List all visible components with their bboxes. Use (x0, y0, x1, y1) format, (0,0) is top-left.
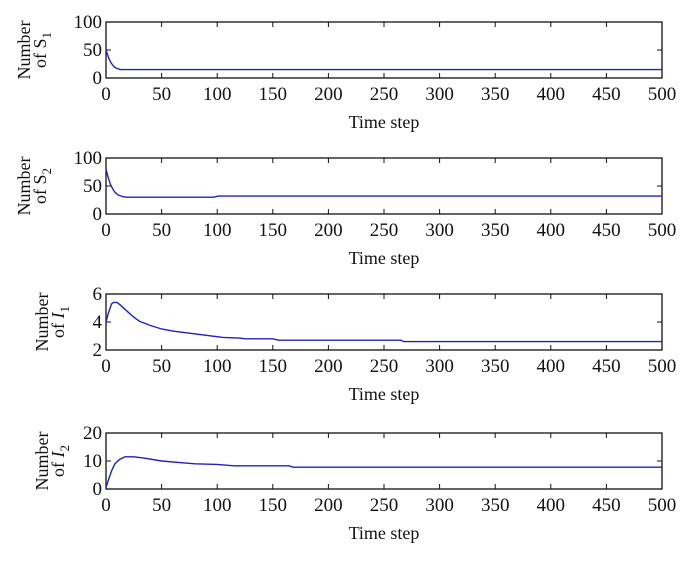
y-axis-label-line2: of S1 (30, 32, 54, 68)
x-tick-label: 450 (592, 495, 621, 516)
y-tick-label: 100 (74, 12, 103, 33)
y-tick-label: 4 (93, 312, 103, 333)
y-label-prefix: of (48, 319, 68, 339)
x-tick-label: 500 (648, 356, 677, 377)
x-tick-label: 150 (259, 220, 288, 241)
x-axis-label: Time step (349, 523, 420, 543)
y-label-variable: I (48, 451, 68, 459)
y-tick-label: 0 (93, 68, 103, 89)
y-label-subscript: 1 (57, 306, 72, 313)
y-tick-label: 6 (93, 284, 103, 305)
x-tick-label: 400 (537, 220, 566, 241)
subplot-4: 0 50 100 150 200 250 300 350 400 450 500 0 10 20 Time … (32, 423, 676, 543)
x-tick-label: 50 (152, 84, 171, 105)
x-tick-label: 150 (259, 84, 288, 105)
x-tick-label: 200 (314, 495, 343, 516)
y-axis-label-line1: Number (32, 293, 52, 352)
x-tick-label: 300 (425, 356, 454, 377)
y-axis-label-line2: of I1 (48, 306, 72, 338)
y-axis-label-line1: Number (32, 432, 52, 491)
x-tick-label: 100 (203, 220, 232, 241)
x-tick-label: 150 (259, 495, 288, 516)
x-tick-label: 0 (101, 220, 111, 241)
x-tick-label: 350 (481, 84, 510, 105)
y-tick-label: 2 (93, 340, 103, 361)
plot-frame (105, 432, 663, 490)
x-tick-label: 250 (370, 356, 399, 377)
subplot-3: 0 50 100 150 200 250 300 350 400 450 500 2 4 6 Time st… (32, 284, 676, 404)
x-axis-label: Time step (349, 112, 420, 132)
x-tick-label: 200 (314, 356, 343, 377)
x-axis-label: Time step (349, 248, 420, 268)
y-label-subscript: 2 (57, 445, 72, 452)
x-tick-label: 500 (648, 84, 677, 105)
y-label-prefix: of (30, 185, 50, 205)
x-tick-label: 200 (314, 220, 343, 241)
x-tick-label: 400 (537, 495, 566, 516)
x-tick-label: 500 (648, 220, 677, 241)
y-tick-label: 10 (83, 451, 102, 472)
y-label-variable: I (48, 312, 68, 320)
x-tick-label: 250 (370, 84, 399, 105)
plot-frame (105, 157, 663, 215)
y-label-prefix: of (30, 49, 50, 69)
x-tick-label: 500 (648, 495, 677, 516)
y-label-prefix: of (48, 458, 68, 478)
series-line (105, 169, 662, 198)
x-tick-label: 0 (101, 495, 111, 516)
x-tick-label: 450 (592, 84, 621, 105)
subplot-1: 0 50 100 150 200 250 300 350 400 450 500 0 50 100 Time… (14, 12, 676, 132)
subplot-2: 0 50 100 150 200 250 300 350 400 450 500 0 50 100 Time… (14, 148, 676, 268)
y-axis-label-line2: of I2 (48, 445, 72, 477)
series-line (105, 49, 662, 71)
x-axis-label: Time step (349, 384, 420, 404)
x-tick-label: 400 (537, 84, 566, 105)
x-tick-label: 300 (425, 84, 454, 105)
series-line (105, 456, 662, 488)
x-tick-label: 300 (425, 220, 454, 241)
series-line (105, 301, 662, 343)
x-tick-label: 100 (203, 84, 232, 105)
y-tick-label: 0 (93, 479, 103, 500)
x-tick-label: 450 (592, 356, 621, 377)
x-tick-label: 150 (259, 356, 288, 377)
y-label-subscript: 2 (39, 168, 54, 175)
y-tick-label: 50 (83, 40, 102, 61)
x-tick-label: 250 (370, 495, 399, 516)
y-tick-label: 100 (74, 148, 103, 169)
x-tick-label: 0 (101, 84, 111, 105)
y-axis-label-line1: Number (14, 157, 34, 216)
y-axis-label-line1: Number (14, 21, 34, 80)
x-tick-label: 50 (152, 356, 171, 377)
x-tick-label: 250 (370, 220, 399, 241)
y-label-variable: S (30, 174, 50, 184)
x-tick-label: 300 (425, 495, 454, 516)
y-label-variable: S (30, 38, 50, 48)
x-tick-label: 400 (537, 356, 566, 377)
x-tick-label: 350 (481, 356, 510, 377)
x-tick-label: 100 (203, 356, 232, 377)
y-tick-label: 50 (83, 176, 102, 197)
x-tick-label: 350 (481, 220, 510, 241)
x-tick-label: 450 (592, 220, 621, 241)
y-tick-label: 20 (83, 423, 102, 444)
x-tick-label: 50 (152, 495, 171, 516)
x-tick-label: 50 (152, 220, 171, 241)
x-tick-label: 0 (101, 356, 111, 377)
y-axis-label-line2: of S2 (30, 168, 54, 204)
y-label-subscript: 1 (39, 32, 54, 39)
x-tick-label: 350 (481, 495, 510, 516)
x-tick-label: 200 (314, 84, 343, 105)
y-tick-label: 0 (93, 204, 103, 225)
x-tick-label: 100 (203, 495, 232, 516)
